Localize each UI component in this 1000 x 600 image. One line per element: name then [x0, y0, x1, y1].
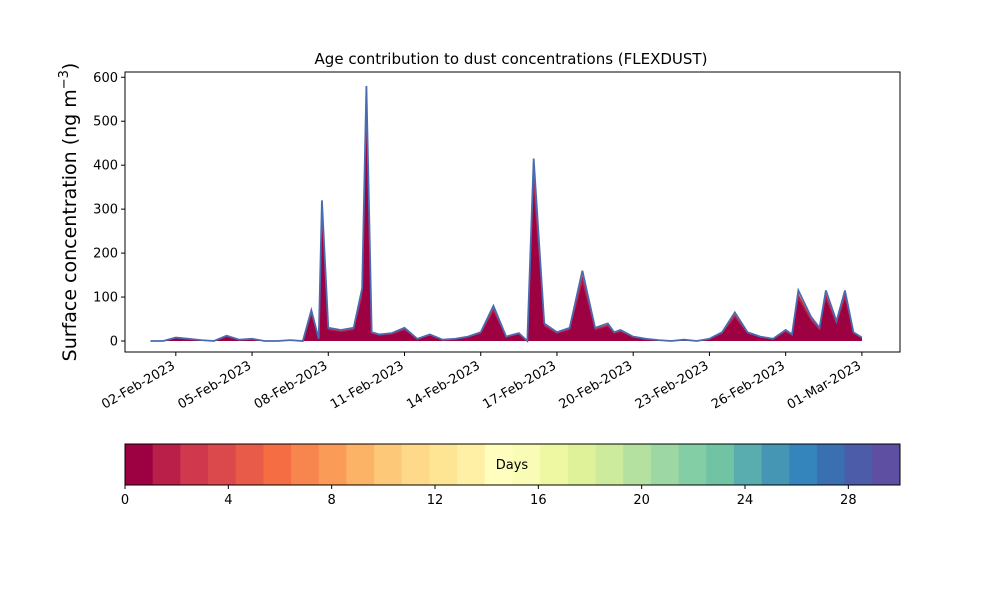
colorbar-tick-label: 4 [224, 493, 232, 508]
x-tick-label: 17-Feb-2023 [480, 358, 559, 412]
age-layer-2 [150, 106, 862, 342]
colorbar-swatch [429, 444, 458, 485]
y-axis: 0 100 200 300 400 500 600 [93, 71, 125, 350]
total-line [150, 86, 863, 344]
colorbar-swatch [235, 444, 264, 485]
colorbar-swatch [180, 444, 209, 485]
age-layer-0 [150, 131, 862, 342]
y-axis-label-close: ) [59, 63, 81, 70]
colorbar-tick-label: 16 [530, 493, 547, 508]
age-layer-base [150, 137, 862, 342]
colorbar-swatch [125, 444, 154, 485]
colorbar-tick-label: 0 [121, 493, 129, 508]
x-tick-label: 26-Feb-2023 [709, 358, 788, 412]
colorbar-swatch [761, 444, 790, 485]
y-tick-label: 600 [93, 71, 118, 86]
age-layer-9 [150, 93, 862, 342]
colorbar-swatch [457, 444, 486, 485]
y-tick-label: 300 [93, 203, 118, 218]
chart-title: Age contribution to dust concentrations … [315, 50, 708, 68]
y-tick-label: 100 [93, 291, 118, 306]
colorbar-swatch [678, 444, 707, 485]
colorbar-swatch [346, 444, 375, 485]
colorbar-swatch [650, 444, 680, 485]
y-axis-label-superscript: −3 [57, 70, 72, 89]
x-tick-label: 11-Feb-2023 [328, 358, 407, 412]
x-axis: 02-Feb-202305-Feb-202308-Feb-202311-Feb-… [99, 352, 864, 413]
colorbar-swatch [484, 444, 513, 485]
colorbar-swatch [152, 444, 181, 485]
colorbar-swatch [706, 444, 735, 485]
y-tick-label: 400 [93, 159, 118, 174]
colorbar-tick-label: 28 [840, 493, 857, 508]
colorbar-swatch [374, 444, 403, 485]
y-tick-label: 500 [93, 115, 118, 130]
y-axis-label-main: Surface concentration (ng m [59, 89, 81, 361]
colorbar-swatch [623, 444, 652, 485]
colorbar-tick-label: 8 [328, 493, 336, 508]
plot-frame [124, 71, 901, 353]
colorbar-swatch [733, 444, 763, 485]
y-tick-label: 200 [93, 247, 118, 262]
colorbar: 0 4 8 12 16 20 24 28 [121, 443, 901, 508]
colorbar-tick-label: 24 [737, 493, 754, 508]
age-layer-3 [150, 105, 862, 342]
colorbar-swatch [567, 444, 597, 485]
x-tick-label: 08-Feb-2023 [252, 358, 331, 412]
x-tick-label: 14-Feb-2023 [404, 358, 483, 412]
x-tick-label: 05-Feb-2023 [176, 358, 255, 412]
colorbar-swatch [263, 444, 292, 485]
colorbar-tick-label: 12 [427, 493, 444, 508]
colorbar-swatch [512, 444, 541, 485]
x-tick-label: 01-Mar-2023 [785, 358, 864, 412]
colorbar-label: Days [496, 458, 529, 473]
colorbar-swatch [318, 444, 347, 485]
age-layer-10 [150, 89, 862, 342]
y-tick-label: 0 [110, 335, 118, 350]
x-tick-label: 23-Feb-2023 [633, 358, 712, 412]
colorbar-swatch [816, 444, 846, 485]
colorbar-frame [124, 443, 901, 486]
colorbar-swatch [872, 444, 901, 485]
colorbar-swatch [208, 444, 237, 485]
colorbar-swatch [595, 444, 624, 485]
colorbar-tick-label: 20 [633, 493, 650, 508]
x-tick-label: 02-Feb-2023 [99, 358, 178, 412]
colorbar-swatch [401, 444, 430, 485]
colorbar-swatch [844, 444, 873, 485]
age-layer-8 [150, 96, 862, 342]
age-layer-1 [150, 106, 862, 342]
colorbar-swatch [789, 444, 818, 485]
age-layer-6 [150, 101, 862, 342]
age-layer-7 [150, 98, 862, 342]
age-layer-5 [150, 103, 862, 342]
y-axis-label: Surface concentration (ng m−3) [57, 63, 81, 362]
age-layer-4 [150, 104, 862, 342]
plot-area [124, 71, 901, 353]
colorbar-swatch [540, 444, 569, 485]
colorbar-swatch [291, 444, 320, 485]
x-tick-label: 20-Feb-2023 [557, 358, 636, 412]
